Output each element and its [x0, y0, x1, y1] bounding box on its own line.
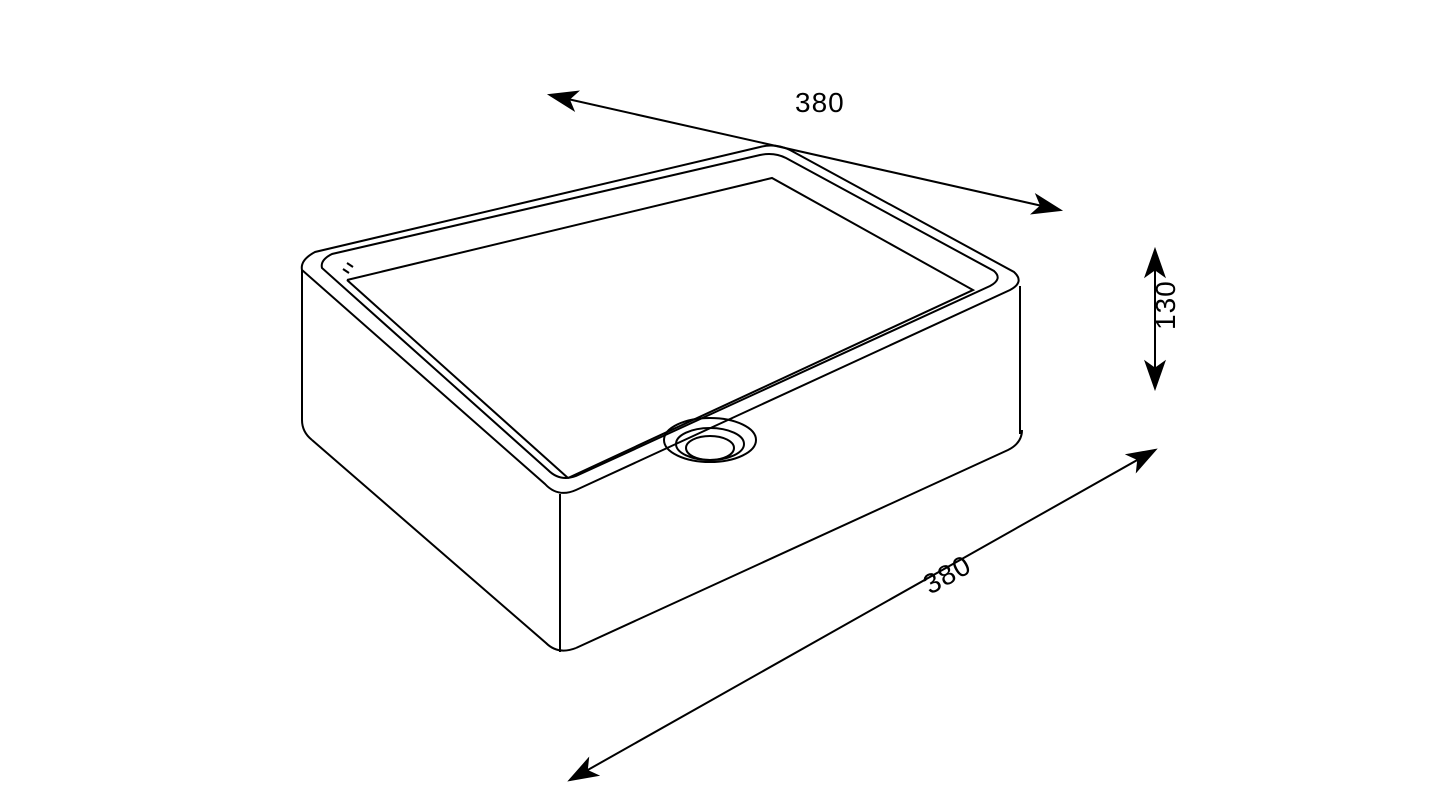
dim-label-width: 380 — [795, 87, 845, 118]
drain-inner — [686, 436, 734, 460]
dim-arrow-depth — [570, 450, 1155, 780]
technical-drawing: 380 130 380 — [0, 0, 1440, 810]
basin-inner-rim — [322, 154, 998, 478]
outer-left-edge — [302, 270, 312, 440]
dim-label-height: 130 — [1150, 280, 1181, 330]
tick-mark-2 — [343, 269, 349, 273]
outer-right-bottom — [576, 430, 1022, 648]
outer-front-bottom — [312, 440, 576, 651]
tick-mark — [347, 263, 353, 267]
inner-wall-seam — [347, 280, 568, 478]
